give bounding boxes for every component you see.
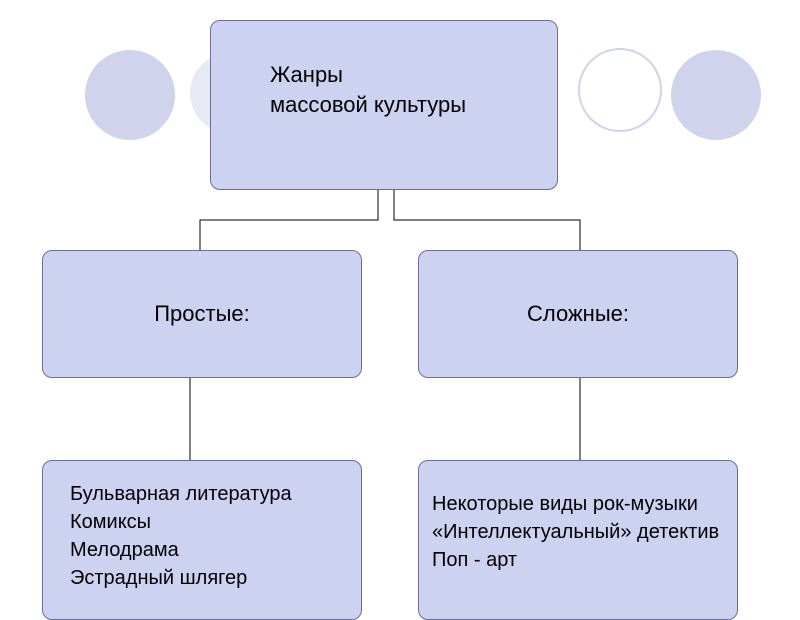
left-items-list: Бульварная литератураКомиксыМелодрамаЭст… bbox=[70, 480, 292, 592]
root-label-line2: массовой культуры bbox=[270, 90, 466, 120]
list-item: Бульварная литература bbox=[70, 480, 292, 508]
right-node-label: Сложные: bbox=[527, 301, 629, 327]
decor-circle-1 bbox=[85, 50, 175, 140]
right-items-list: Некоторые виды рок-музыки«Интеллектуальн… bbox=[432, 490, 719, 574]
list-item: Мелодрама bbox=[70, 536, 292, 564]
list-item: Некоторые виды рок-музыки bbox=[432, 490, 719, 518]
left-node: Простые: bbox=[42, 250, 362, 378]
left-node-label: Простые: bbox=[154, 301, 250, 327]
root-label-line1: Жанры bbox=[270, 60, 466, 90]
list-item: «Интеллектуальный» детектив bbox=[432, 518, 719, 546]
list-item: Комиксы bbox=[70, 508, 292, 536]
list-item: Поп - арт bbox=[432, 546, 719, 574]
root-node-label: Жанры массовой культуры bbox=[270, 60, 466, 119]
decor-circle-4 bbox=[671, 50, 761, 140]
right-node: Сложные: bbox=[418, 250, 738, 378]
decor-circle-3 bbox=[578, 48, 662, 132]
list-item: Эстрадный шлягер bbox=[70, 564, 292, 592]
